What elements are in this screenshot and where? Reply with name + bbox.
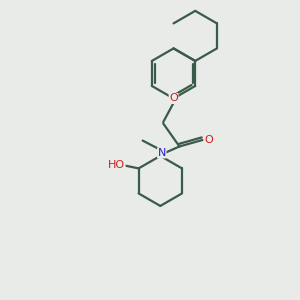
Text: O: O: [205, 135, 213, 145]
Text: O: O: [169, 94, 178, 103]
Text: N: N: [158, 148, 166, 158]
Text: HO: HO: [108, 160, 125, 170]
